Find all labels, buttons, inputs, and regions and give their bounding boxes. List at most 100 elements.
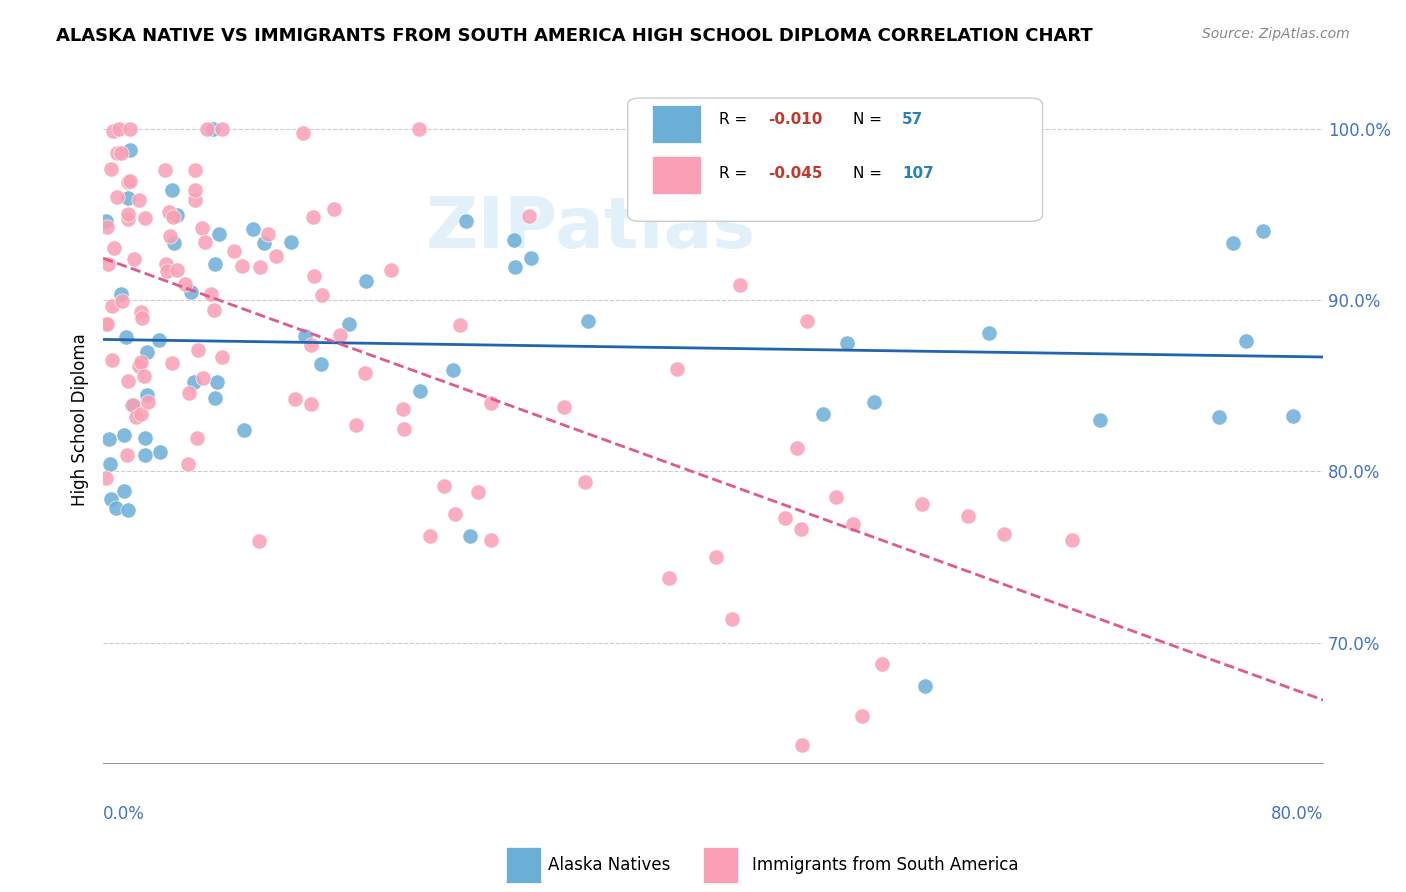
Point — [100, 161, 122, 176]
Point — [284, 392, 307, 407]
Point — [166, 263, 188, 277]
Point — [211, 121, 233, 136]
Point — [408, 121, 430, 136]
Point — [104, 501, 127, 516]
Point — [862, 395, 884, 409]
Text: R =: R = — [720, 112, 752, 128]
Point — [128, 193, 150, 207]
Point — [773, 511, 796, 525]
Point — [96, 214, 118, 228]
Point — [160, 183, 183, 197]
Point — [253, 236, 276, 251]
Point — [842, 516, 865, 531]
Point — [117, 374, 139, 388]
Point — [129, 305, 152, 319]
Point — [792, 739, 814, 753]
Point — [96, 470, 118, 484]
Point — [211, 351, 233, 365]
Point — [299, 337, 322, 351]
Point — [115, 330, 138, 344]
Point — [157, 205, 180, 219]
Point — [247, 534, 270, 549]
Point — [134, 431, 156, 445]
Point — [120, 121, 142, 136]
Point — [191, 221, 214, 235]
Point — [128, 359, 150, 373]
Point — [323, 202, 346, 217]
Point — [658, 571, 681, 585]
Point — [148, 333, 170, 347]
Point — [129, 354, 152, 368]
Point — [184, 183, 207, 197]
Point — [503, 260, 526, 275]
Point — [108, 121, 131, 136]
Point — [503, 233, 526, 247]
Point — [136, 344, 159, 359]
Text: R =: R = — [720, 166, 752, 181]
Bar — [652, 105, 702, 143]
Point — [202, 303, 225, 318]
Point — [419, 529, 441, 543]
Point — [224, 244, 246, 259]
Point — [194, 235, 217, 250]
Point — [851, 708, 873, 723]
Point — [129, 407, 152, 421]
Point — [311, 288, 333, 302]
Point — [337, 317, 360, 331]
Point — [191, 370, 214, 384]
Point — [180, 285, 202, 299]
Point — [1090, 413, 1112, 427]
Point — [160, 356, 183, 370]
Point — [195, 121, 218, 136]
Point — [302, 269, 325, 284]
Point — [1251, 224, 1274, 238]
Point — [204, 257, 226, 271]
Point — [1282, 409, 1305, 423]
Text: Source: ZipAtlas.com: Source: ZipAtlas.com — [1202, 27, 1350, 41]
Point — [159, 229, 181, 244]
Point — [117, 191, 139, 205]
Point — [433, 479, 456, 493]
Point — [796, 314, 818, 328]
Point — [354, 366, 377, 380]
Point — [112, 483, 135, 498]
Point — [136, 395, 159, 409]
Text: ALASKA NATIVE VS IMMIGRANTS FROM SOUTH AMERICA HIGH SCHOOL DIPLOMA CORRELATION C: ALASKA NATIVE VS IMMIGRANTS FROM SOUTH A… — [56, 27, 1092, 45]
Point — [1234, 334, 1257, 349]
Point — [704, 550, 727, 565]
Bar — [652, 156, 702, 194]
Text: Immigrants from South America: Immigrants from South America — [752, 856, 1019, 874]
Point — [96, 219, 118, 234]
Point — [576, 314, 599, 328]
Point — [294, 328, 316, 343]
Point — [956, 508, 979, 523]
Point — [392, 402, 415, 417]
Point — [299, 397, 322, 411]
Point — [977, 326, 1000, 340]
Point — [309, 357, 332, 371]
Point — [183, 163, 205, 178]
Point — [441, 363, 464, 377]
Point — [101, 352, 124, 367]
Point — [134, 211, 156, 225]
Point — [911, 497, 934, 511]
Point — [257, 227, 280, 242]
Point — [721, 612, 744, 626]
Point — [993, 526, 1015, 541]
Point — [449, 318, 471, 333]
Y-axis label: High School Diploma: High School Diploma — [72, 334, 89, 507]
Point — [100, 491, 122, 506]
Point — [174, 277, 197, 292]
Point — [329, 328, 352, 343]
Text: 57: 57 — [903, 112, 924, 128]
Point — [97, 432, 120, 446]
Point — [1222, 236, 1244, 251]
FancyBboxPatch shape — [627, 98, 1042, 221]
Point — [242, 222, 264, 236]
Point — [136, 387, 159, 401]
Point — [630, 182, 652, 196]
Point — [789, 522, 811, 536]
Point — [177, 457, 200, 471]
Point — [574, 475, 596, 489]
Point — [479, 396, 502, 410]
